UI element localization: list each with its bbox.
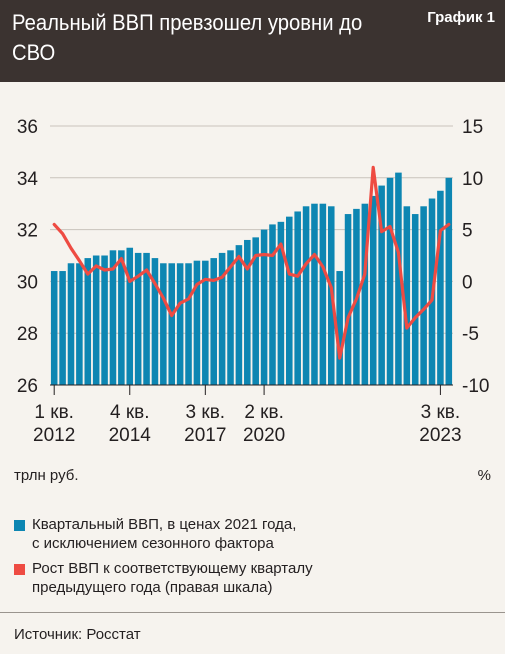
gdp-bar	[386, 177, 394, 385]
legend-label-line: Рост ВВП к соответствующему кварталу	[32, 560, 313, 577]
y-right-tick-label: 5	[462, 221, 473, 242]
gdp-bar	[92, 255, 100, 385]
gdp-bar	[395, 172, 402, 385]
y-left-tick-label: 36	[17, 117, 38, 138]
gdp-bar	[361, 203, 369, 385]
gdp-bar	[244, 239, 251, 385]
gdp-bar	[50, 271, 58, 385]
chart-title: Реальный ВВП превзошел уровни до СВО	[12, 10, 363, 65]
x-tick-label: 2020	[243, 425, 285, 446]
gdp-bar	[109, 250, 117, 385]
gdp-bar	[227, 250, 234, 385]
y-left-tick-label: 28	[17, 324, 38, 345]
growth-line	[52, 165, 451, 360]
gdp-bar	[160, 263, 167, 385]
gdp-bar	[336, 271, 343, 385]
right-axis-unit: %	[477, 467, 491, 484]
gdp-bar	[369, 195, 377, 385]
gdp-bar	[176, 263, 184, 385]
gdp-bar	[235, 245, 243, 385]
x-tick-label: 3 кв.	[421, 402, 461, 423]
y-left-tick-label: 26	[17, 376, 38, 397]
legend-swatch-line	[14, 564, 25, 575]
gdp-bar	[126, 247, 134, 385]
x-tick-label: 1 кв.	[34, 402, 74, 423]
gdp-bar	[143, 252, 150, 385]
y-left-tick-label: 34	[17, 169, 39, 190]
gdp-bar	[311, 203, 318, 385]
legend-swatch-bars	[14, 520, 25, 531]
y-right-tick-label: 15	[462, 117, 483, 138]
gdp-bar	[294, 211, 301, 385]
gdp-bar	[378, 185, 385, 385]
gdp-bar	[344, 214, 352, 385]
gdp-bar	[76, 263, 83, 385]
gdp-bar	[445, 177, 453, 385]
chart-legend: Квартальный ВВП, в ценах 2021 года, с ис…	[14, 515, 494, 603]
gdp-bar	[134, 252, 142, 385]
x-tick-label: 2023	[419, 425, 461, 446]
x-tick-label: 4 кв.	[110, 402, 150, 423]
gdp-bar	[84, 258, 92, 385]
legend-label-line: предыдущего года (правая шкала)	[32, 579, 273, 596]
gdp-bar	[101, 255, 108, 385]
figure-label: График 1	[427, 9, 495, 26]
gdp-bar	[185, 263, 192, 385]
y-left-tick-label: 32	[17, 221, 38, 242]
y-right-tick-label: -10	[462, 376, 489, 397]
legend-item-gdp: Квартальный ВВП, в ценах 2021 года, с ис…	[14, 515, 494, 553]
gdp-bar	[252, 237, 259, 385]
gdp-bar	[403, 206, 411, 385]
y-right-tick-label: -5	[462, 324, 479, 345]
gdp-bar	[277, 221, 285, 385]
gdp-bar	[437, 190, 444, 385]
gdp-bar	[269, 224, 276, 385]
left-axis-unit: трлн руб.	[14, 467, 79, 484]
legend-item-growth: Рост ВВП к соответствующему кварталу пре…	[14, 559, 494, 597]
y-right-tick-label: 0	[462, 272, 473, 293]
x-tick-label: 2 кв.	[244, 402, 284, 423]
source-divider	[0, 612, 505, 613]
gdp-bar	[286, 216, 293, 385]
gdp-bar	[260, 229, 268, 385]
gdp-bar	[420, 206, 427, 385]
legend-label-line: Квартальный ВВП, в ценах 2021 года,	[32, 516, 297, 533]
gdp-bar	[168, 263, 176, 385]
gdp-bar	[218, 252, 226, 385]
gdp-bar	[319, 203, 327, 385]
gdp-bar	[151, 258, 159, 385]
gdp-bar	[118, 250, 125, 385]
source-note: Источник: Росстат	[14, 626, 141, 643]
gdp-bar	[411, 214, 419, 385]
gdp-bar	[202, 260, 209, 385]
x-tick-label: 2017	[184, 425, 226, 446]
gdp-bar	[210, 258, 217, 385]
x-tick-label: 3 кв.	[186, 402, 226, 423]
gdp-bar	[59, 271, 66, 385]
gdp-bar	[193, 260, 201, 385]
x-tick-label: 2014	[109, 425, 152, 446]
chart-header: Реальный ВВП превзошел уровни до СВО Гра…	[0, 0, 505, 82]
y-left-tick-label: 30	[17, 272, 38, 293]
gdp-bar	[67, 263, 75, 385]
x-tick-label: 2012	[33, 425, 75, 446]
legend-label-line: с исключением сезонного фактора	[32, 535, 274, 552]
gdp-bar	[302, 206, 310, 385]
y-right-tick-label: 10	[462, 169, 483, 190]
